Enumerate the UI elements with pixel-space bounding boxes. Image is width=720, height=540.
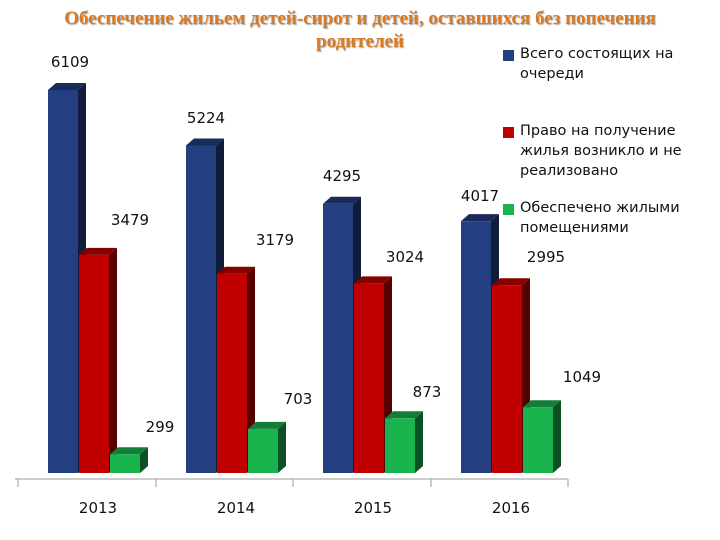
data-label-2016-series-1: 4017 [461, 187, 499, 205]
x-tick-label-2014: 2014 [217, 499, 255, 517]
bar-2014-series-1 [186, 138, 224, 473]
chart-title-line-1: Обеспечение жильем детей-сирот и детей, … [64, 8, 656, 29]
legend-label-total-queue: Всего состоящих на очереди [520, 46, 674, 82]
data-label-2015-series-3: 873 [413, 383, 442, 401]
bar-2013-series-2 [79, 247, 117, 473]
data-label-2015-series-1: 4295 [323, 167, 361, 185]
legend-swatch-blue [503, 50, 514, 61]
data-label-2015-series-2: 3024 [386, 248, 424, 266]
bar-2015-series-3 [385, 411, 423, 473]
x-tick-label-2013: 2013 [79, 499, 117, 517]
data-label-2013-series-1: 6109 [51, 53, 89, 71]
bar-2016-series-3 [523, 400, 561, 473]
data-label-2016-series-3: 1049 [563, 368, 601, 386]
data-label-2013-series-3: 299 [146, 418, 175, 436]
data-label-2016-series-2: 2995 [527, 248, 565, 266]
x-tick-label-2015: 2015 [354, 499, 392, 517]
data-label-2014-series-3: 703 [284, 390, 313, 408]
bar-2014-series-3 [248, 421, 286, 473]
legend-label-right-not-realized: Право на получение жилья возникло и не р… [520, 123, 682, 179]
legend-swatch-green [503, 204, 514, 215]
chart-title-line-2: родителей [316, 31, 404, 52]
data-label-2014-series-2: 3179 [256, 231, 294, 249]
legend-swatch-red [503, 127, 514, 138]
data-label-2013-series-2: 3479 [111, 211, 149, 229]
bar-2014-series-2 [217, 266, 255, 473]
x-tick-label-2016: 2016 [492, 499, 530, 517]
bar-2013-series-3 [110, 447, 148, 473]
data-label-2014-series-1: 5224 [187, 109, 225, 127]
legend-label-provided-housing: Обеспечено жилыми помещениями [520, 200, 680, 236]
